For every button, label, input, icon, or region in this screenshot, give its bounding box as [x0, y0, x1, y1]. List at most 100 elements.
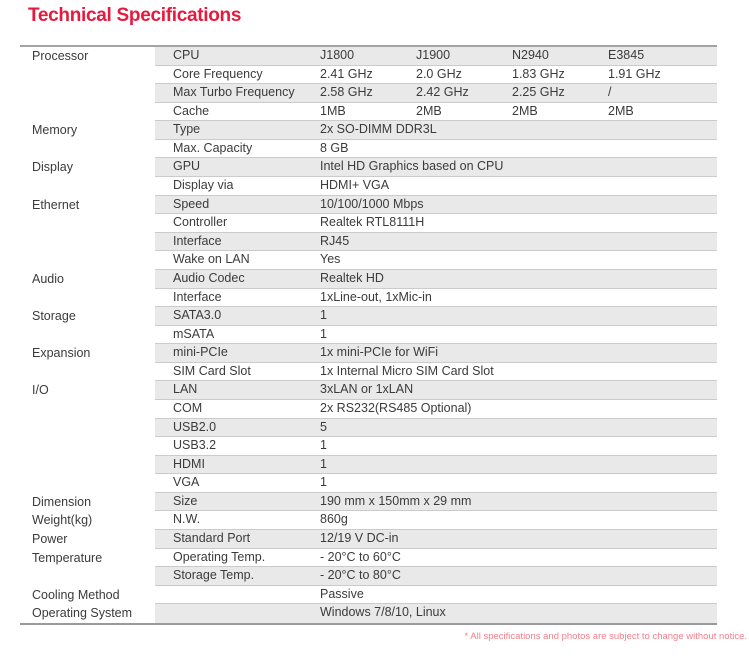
- row-category: [20, 437, 155, 456]
- row-label: mini-PCIe: [173, 345, 228, 360]
- row-value: - 20°C to 60°C: [320, 549, 401, 564]
- table-row: Controller Realtek RTL8111H: [20, 214, 717, 233]
- row-cells: USB2.0 5: [155, 418, 717, 438]
- row-value: 1: [320, 326, 327, 341]
- row-label: Max. Capacity: [173, 140, 253, 155]
- row-category: [20, 140, 155, 159]
- row-label: [155, 586, 320, 604]
- row-category: [20, 363, 155, 382]
- table-row: I/O LAN 3xLAN or 1xLAN: [20, 381, 717, 400]
- table-row: Display GPU Intel HD Graphics based on CPU: [20, 158, 717, 178]
- row-value: 8 GB: [320, 140, 349, 155]
- row-category: [20, 326, 155, 345]
- table-row: USB2.0 5: [20, 418, 717, 438]
- row-value: 190 mm x 150mm x 29 mm: [320, 493, 472, 508]
- row-value: 1.83 GHz: [512, 66, 565, 81]
- row-label: Type: [173, 122, 201, 137]
- page-title: Technical Specifications: [28, 5, 242, 26]
- row-value: 1: [320, 308, 327, 323]
- row-value: 1: [320, 456, 327, 471]
- row-cells: GPU Intel HD Graphics based on CPU: [155, 158, 717, 178]
- row-value: N2940: [512, 48, 549, 62]
- row-label: Size: [173, 493, 198, 508]
- row-value: 12/19 V DC-in: [320, 531, 399, 546]
- table-row: Temperature Operating Temp. - 20°C to 60°C: [20, 549, 717, 568]
- table-row: HDMI 1: [20, 455, 717, 475]
- row-value: HDMI+ VGA: [320, 178, 390, 193]
- row-label: Cache: [173, 103, 210, 118]
- row-label: Speed: [173, 196, 210, 211]
- row-cells: Core Frequency 2.41 GHz 2.0 GHz 1.83 GHz 1.9…: [155, 66, 717, 85]
- row-value: 3xLAN or 1xLAN: [320, 382, 414, 397]
- row-category: [20, 177, 155, 196]
- row-cells: CPU J1800 J1900 N2940 E3845: [155, 47, 717, 66]
- row-value: 5: [320, 419, 327, 434]
- table-row: Cache 1MB 2MB 2MB 2MB: [20, 103, 717, 122]
- table-row: Max. Capacity 8 GB: [20, 140, 717, 159]
- table-row: Dimension Size 190 mm x 150mm x 29 mm: [20, 492, 717, 512]
- row-label: Operating Temp.: [173, 549, 266, 564]
- row-value: 1x mini-PCIe for WiFi: [320, 345, 439, 360]
- row-value: /: [608, 85, 612, 100]
- row-label: VGA: [173, 475, 200, 490]
- row-value: 1MB: [320, 103, 346, 118]
- row-label: GPU: [173, 159, 201, 174]
- row-category: [20, 214, 155, 233]
- table-row: Cooling Method Passive: [20, 586, 717, 605]
- row-cells: Operating Temp. - 20°C to 60°C: [155, 549, 717, 568]
- table-row: Storage SATA3.0 1: [20, 307, 717, 326]
- table-row: Processor CPU J1800 J1900 N2940 E3845: [20, 47, 717, 66]
- row-category: [20, 251, 155, 270]
- row-label: USB2.0: [173, 419, 217, 434]
- row-value: Realtek HD: [320, 270, 384, 285]
- row-category: Operating System: [32, 606, 133, 621]
- row-value: 2x SO-DIMM DDR3L: [320, 122, 437, 137]
- row-category: [20, 289, 155, 308]
- row-label: Standard Port: [173, 531, 251, 546]
- row-category: Storage: [32, 309, 76, 324]
- row-cells: Cache 1MB 2MB 2MB 2MB: [155, 103, 717, 122]
- table-row: Storage Temp. - 20°C to 80°C: [20, 567, 717, 586]
- row-category: [20, 233, 155, 252]
- table-row: SIM Card Slot 1x Internal Micro SIM Card …: [20, 363, 717, 382]
- row-cells: Passive: [155, 586, 717, 605]
- row-cells: Controller Realtek RTL8111H: [155, 214, 717, 233]
- table-row: Audio Audio Codec Realtek HD: [20, 269, 717, 289]
- row-category: [20, 400, 155, 419]
- row-cells: Wake on LAN Yes: [155, 251, 717, 270]
- row-category: Power: [32, 532, 68, 547]
- row-value: 10/100/1000 Mbps: [320, 196, 424, 211]
- row-label: Interface: [173, 289, 222, 304]
- table-row: Weight(kg) N.W. 860g: [20, 511, 717, 531]
- row-category: [20, 66, 155, 85]
- row-value: 2.42 GHz: [416, 85, 469, 100]
- table-row: Interface 1xLine-out, 1xMic-in: [20, 289, 717, 308]
- table-row: Memory Type 2x SO-DIMM DDR3L: [20, 121, 717, 140]
- row-label: SATA3.0: [173, 308, 222, 323]
- row-category: [20, 103, 155, 122]
- row-value: RJ45: [320, 233, 350, 248]
- row-value: Realtek RTL8111H: [320, 215, 425, 230]
- row-category: Memory: [32, 123, 78, 138]
- row-cells: SATA3.0 1: [155, 307, 717, 326]
- row-cells: Max Turbo Frequency 2.58 GHz 2.42 GHz 2.25 …: [155, 84, 717, 103]
- row-value: Windows 7/8/10, Linux: [320, 605, 446, 620]
- row-value: 2MB: [512, 103, 538, 118]
- row-label: Max Turbo Frequency: [173, 85, 295, 100]
- table-row: Display via HDMI+ VGA: [20, 177, 717, 196]
- row-category: [20, 474, 155, 493]
- row-label: Audio Codec: [173, 270, 245, 285]
- row-value: 2MB: [608, 103, 634, 118]
- row-cells: Size 190 mm x 150mm x 29 mm: [155, 492, 717, 512]
- row-value: 2MB: [416, 103, 442, 118]
- row-value: 1: [320, 438, 327, 453]
- row-category: Audio: [32, 271, 64, 286]
- row-category: I/O: [32, 383, 49, 398]
- row-value: J1900: [416, 48, 451, 62]
- row-cells: COM 2x RS232(RS485 Optional): [155, 400, 717, 419]
- row-value: Passive: [320, 586, 364, 601]
- table-row: USB3.2 1: [20, 437, 717, 456]
- table-row: Interface RJ45: [20, 232, 717, 252]
- row-value: 2.0 GHz: [416, 66, 462, 81]
- row-category: [20, 567, 155, 586]
